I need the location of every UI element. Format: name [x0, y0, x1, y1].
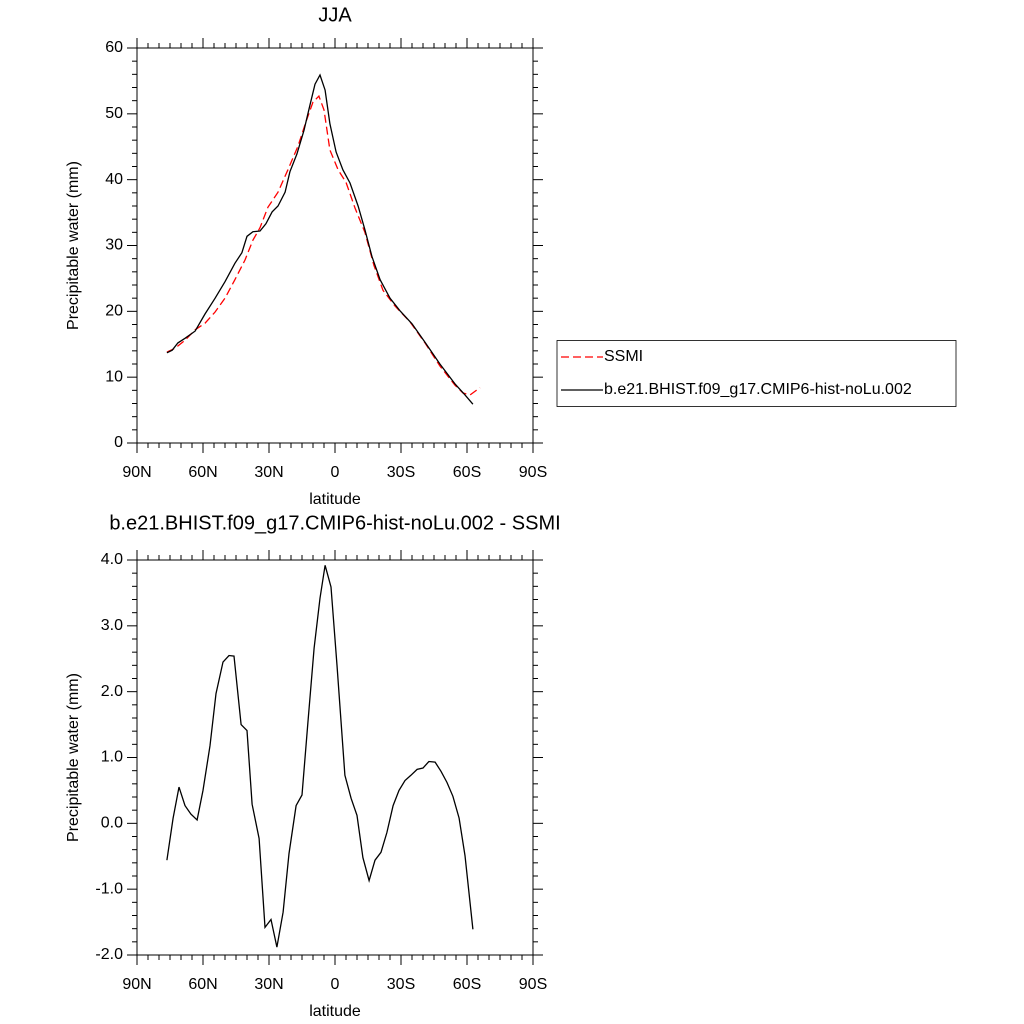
x-tick-label: 30N: [254, 464, 283, 481]
x-tick-label: 60N: [188, 464, 217, 481]
x-axis-label: latitude: [309, 491, 361, 508]
data-line: [166, 73, 474, 405]
data-line: [166, 94, 481, 396]
legend-box: [556, 340, 957, 407]
x-tick-label: 30S: [387, 464, 415, 481]
x-tick-label: 90N: [122, 464, 151, 481]
chart-title: JJA: [318, 4, 352, 26]
y-tick-label: 2.0: [101, 683, 123, 700]
x-tick-label: 60S: [453, 464, 481, 481]
y-tick-label: 50: [105, 105, 123, 122]
data-line: [166, 565, 474, 948]
x-tick-label: 60N: [188, 976, 217, 993]
y-tick-label: 1.0: [101, 749, 123, 766]
x-axis-label: latitude: [309, 1003, 361, 1020]
y-tick-label: 60: [105, 39, 123, 56]
y-tick-label: -1.0: [95, 880, 123, 897]
y-tick-label: 4.0: [101, 551, 123, 568]
y-axis-label: Precipitable water (mm): [65, 161, 82, 330]
plot-frame: [136, 559, 534, 956]
x-tick-label: 30N: [254, 976, 283, 993]
y-tick-label: 0.0: [101, 815, 123, 832]
y-tick-label: 20: [105, 303, 123, 320]
x-tick-label: 60S: [453, 976, 481, 993]
x-tick-label: 0: [331, 976, 340, 993]
y-axis-label: Precipitable water (mm): [65, 673, 82, 842]
y-tick-label: 0: [114, 434, 123, 451]
legend-label: b.e21.BHIST.f09_g17.CMIP6-hist-noLu.002: [604, 381, 912, 398]
y-tick-label: 30: [105, 237, 123, 254]
plot-frame: [136, 47, 534, 444]
x-tick-label: 90N: [122, 976, 151, 993]
y-tick-label: 10: [105, 368, 123, 385]
y-tick-label: 3.0: [101, 617, 123, 634]
x-tick-label: 30S: [387, 976, 415, 993]
x-tick-label: 90S: [519, 976, 547, 993]
y-tick-label: -2.0: [95, 946, 123, 963]
y-tick-label: 40: [105, 171, 123, 188]
x-tick-label: 0: [331, 464, 340, 481]
chart-title: b.e21.BHIST.f09_g17.CMIP6-hist-noLu.002 …: [109, 512, 560, 534]
legend-label: SSMI: [604, 348, 643, 365]
x-tick-label: 90S: [519, 464, 547, 481]
